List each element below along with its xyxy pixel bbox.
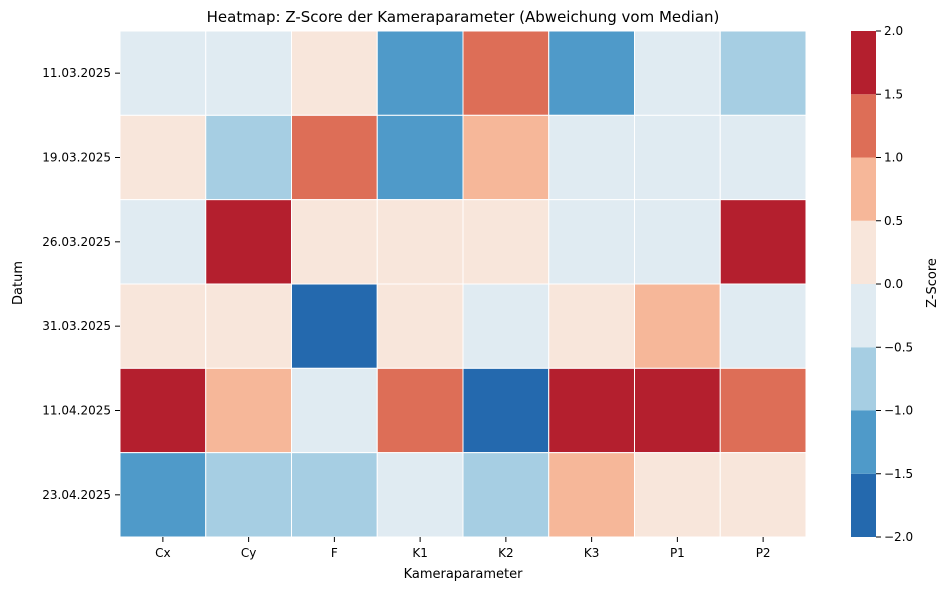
x-axis-label: Kameraparameter [404, 567, 524, 582]
heatmap-cell [376, 199, 464, 285]
y-tick-label: 11.03.2025 [42, 66, 111, 80]
colorbar-segment [851, 410, 876, 474]
heatmap-cell [376, 30, 464, 116]
heatmap-cell [376, 367, 464, 454]
colorbar-tick-label: 0.5 [884, 214, 903, 228]
heatmap-cell [634, 452, 721, 538]
x-tick-label: K1 [412, 546, 428, 560]
heatmap-cell [291, 367, 378, 454]
heatmap-cell [119, 30, 207, 116]
colorbar: −2.0 −1.5 −1.0 −0.5 0.0 0.5 1.0 1.5 2.0 [851, 24, 913, 544]
heatmap-cell [462, 30, 550, 116]
x-tick-label: Cx [155, 546, 170, 560]
heatmap-cell [719, 367, 807, 454]
colorbar-label: Z-Score [925, 258, 940, 308]
y-tick-label: 26.03.2025 [42, 235, 111, 249]
heatmap-cell [291, 452, 378, 538]
heatmap-cell [462, 452, 550, 538]
heatmap-cell [634, 199, 721, 285]
x-tick-label: P1 [670, 546, 685, 560]
colorbar-tick-label: −1.5 [884, 467, 913, 481]
colorbar-segment [851, 31, 876, 95]
heatmap-cell [634, 283, 721, 369]
x-tick-label: F [331, 546, 338, 560]
heatmap-cell [548, 367, 635, 454]
heatmap-cell [119, 283, 207, 369]
y-tick-label: 31.03.2025 [42, 319, 111, 333]
heatmap-cell [548, 30, 635, 116]
heatmap-cell [548, 452, 635, 538]
y-axis-label: Datum [11, 261, 26, 305]
colorbar-segment [851, 347, 876, 411]
x-axis-ticks: Cx Cy F K1 K2 K3 P1 P2 [155, 537, 771, 560]
heatmap-cell [291, 30, 378, 116]
heatmap-cell [548, 283, 635, 369]
heatmap-cell [462, 283, 550, 369]
heatmap-cell [462, 114, 550, 201]
heatmap-cell [634, 30, 721, 116]
x-tick-label: Cy [241, 546, 256, 560]
x-tick-label: K3 [584, 546, 600, 560]
heatmap-cell [719, 30, 807, 116]
heatmap-cell [462, 367, 550, 454]
heatmap-cell [462, 199, 550, 285]
heatmap-cell [376, 452, 464, 538]
heatmap-cell [376, 283, 464, 369]
y-tick-label: 23.04.2025 [42, 488, 111, 502]
colorbar-segment [851, 220, 876, 284]
y-tick-label: 19.03.2025 [42, 151, 111, 165]
x-tick-label: P2 [756, 546, 771, 560]
heatmap-cell [719, 199, 807, 285]
y-axis-ticks: 11.03.2025 19.03.2025 26.03.2025 31.03.2025… [42, 66, 120, 502]
colorbar-tick-label: 1.5 [884, 87, 903, 101]
heatmap-cell [205, 367, 292, 454]
colorbar-tick-label: −0.5 [884, 340, 913, 354]
colorbar-segment [851, 157, 876, 221]
heatmap-cell [719, 452, 807, 538]
heatmap-cells [119, 30, 807, 538]
heatmap-cell [634, 114, 721, 201]
heatmap-cell [634, 367, 721, 454]
colorbar-tick-label: −2.0 [884, 530, 913, 544]
heatmap-cell [548, 199, 635, 285]
heatmap-cell [719, 283, 807, 369]
heatmap-cell [291, 199, 378, 285]
heatmap-cell [119, 452, 207, 538]
heatmap-cell [119, 114, 207, 201]
heatmap-cell [205, 114, 292, 201]
colorbar-tick-label: 2.0 [884, 24, 903, 38]
heatmap-cell [548, 114, 635, 201]
y-tick-label: 11.04.2025 [42, 404, 111, 418]
chart-title: Heatmap: Z-Score der Kameraparameter (Ab… [207, 8, 720, 26]
colorbar-tick-label: 0.0 [884, 277, 903, 291]
x-tick-label: K2 [498, 546, 514, 560]
heatmap-cell [376, 114, 464, 201]
colorbar-segment [851, 94, 876, 158]
heatmap-cell [719, 114, 807, 201]
heatmap-cell [119, 367, 207, 454]
heatmap-cell [205, 30, 292, 116]
heatmap-cell [119, 199, 207, 285]
heatmap-cell [205, 283, 292, 369]
heatmap-cell [291, 114, 378, 201]
heatmap-cell [205, 452, 292, 538]
colorbar-tick-label: 1.0 [884, 151, 903, 165]
colorbar-tick-label: −1.0 [884, 404, 913, 418]
heatmap-cell [205, 199, 292, 285]
colorbar-segment [851, 473, 876, 537]
heatmap-cell [291, 283, 378, 369]
colorbar-segment [851, 284, 876, 348]
